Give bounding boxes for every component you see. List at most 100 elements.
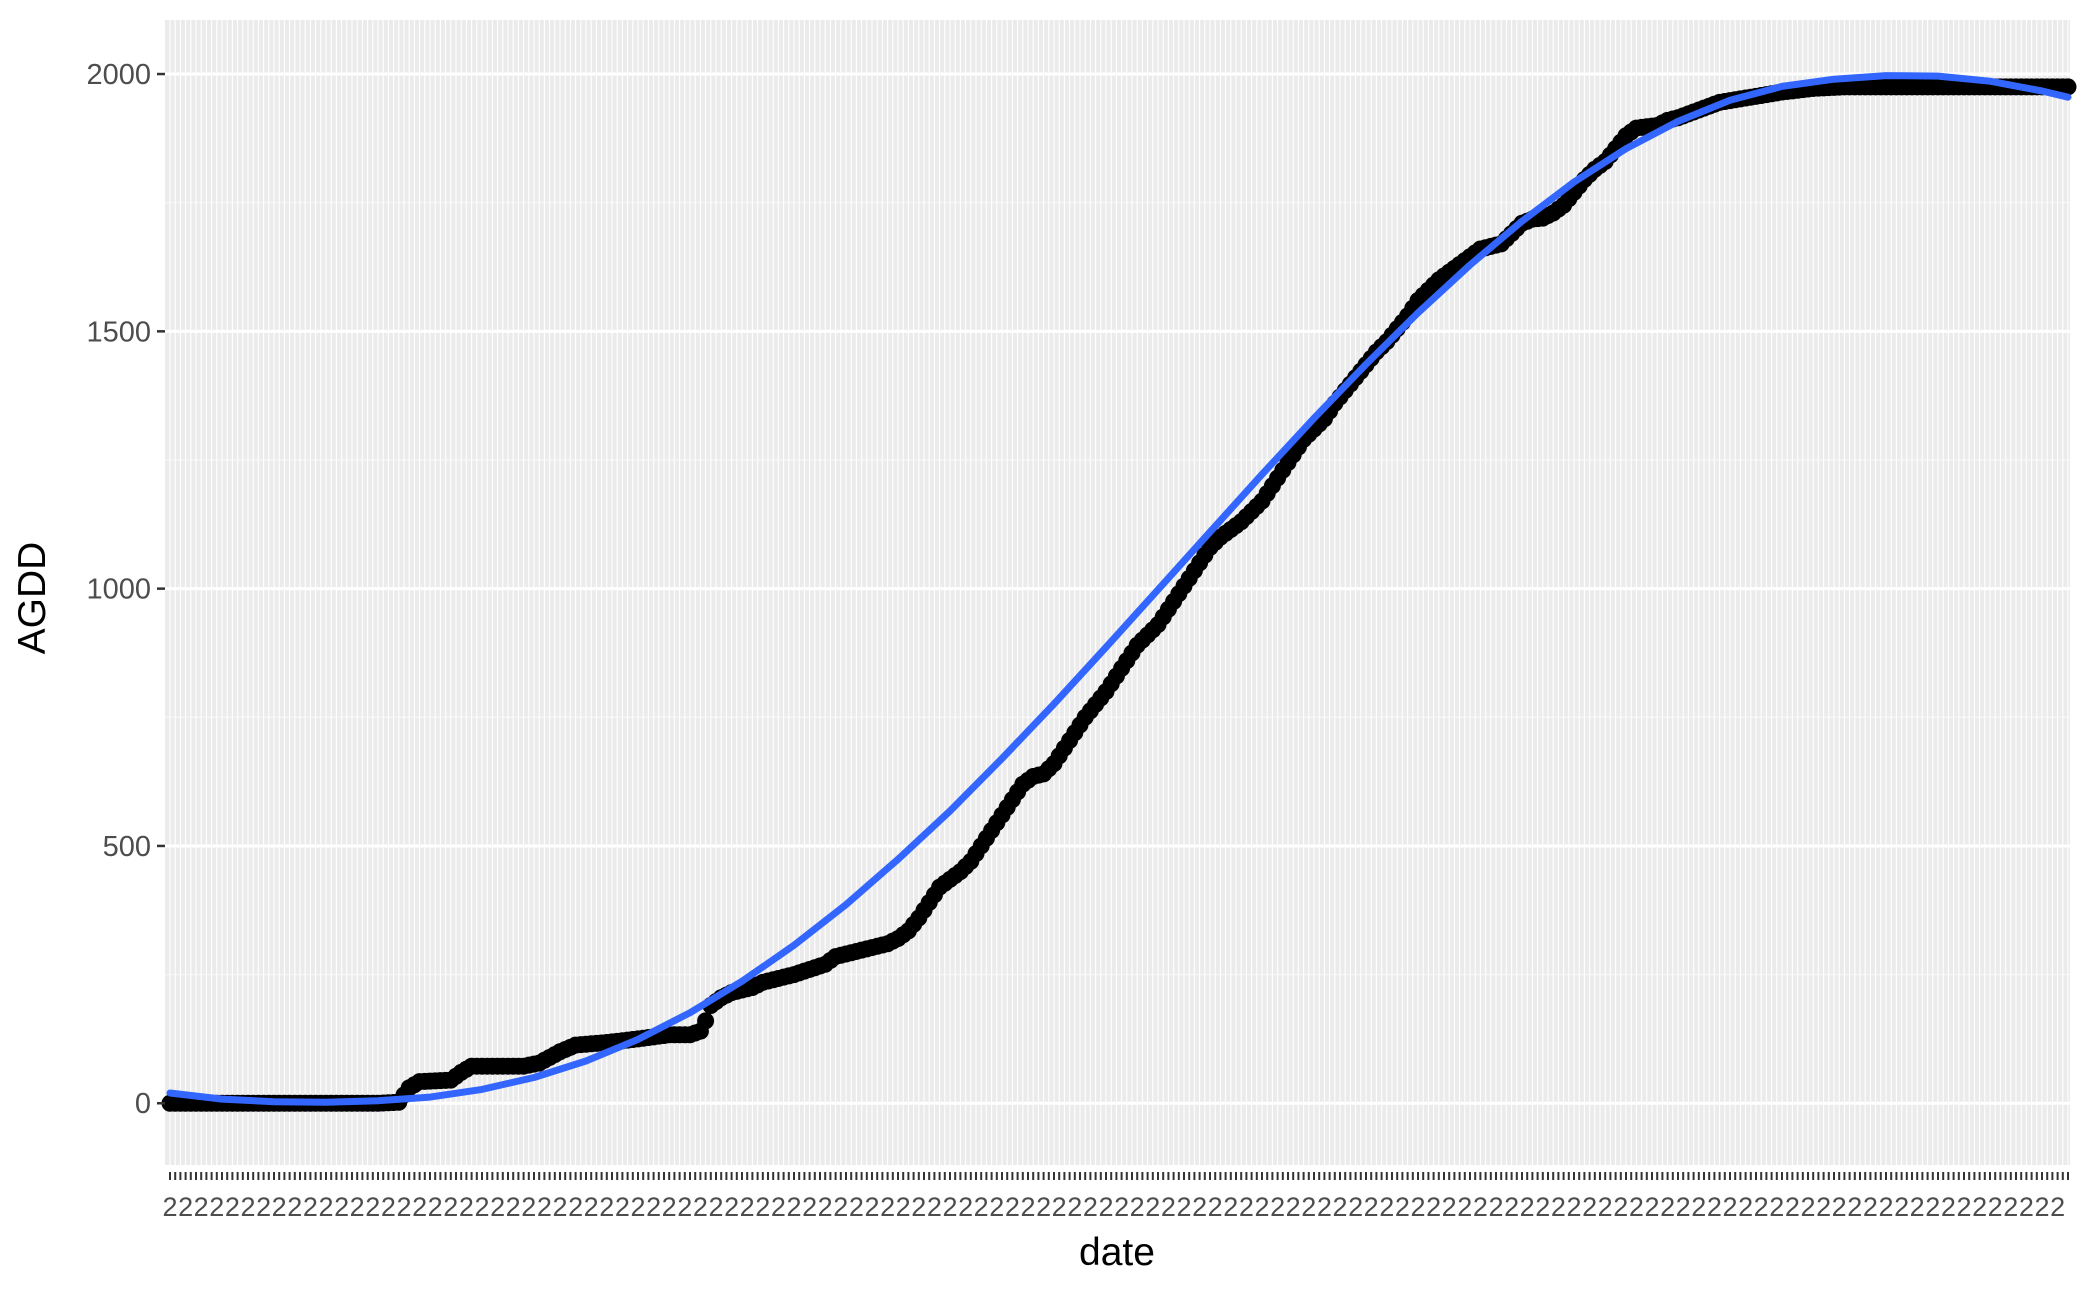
x-tick-label: 2 [693, 1192, 708, 1222]
x-tick-label: 2 [1972, 1192, 1987, 1222]
x-tick-label: 2 [1379, 1192, 1394, 1222]
x-tick-label: 2 [412, 1192, 427, 1222]
x-tick-label: 2 [240, 1192, 255, 1222]
x-tick-label: 2 [1738, 1192, 1753, 1222]
x-tick-label: 2 [1442, 1192, 1457, 1222]
y-axis-title: AGDD [11, 542, 54, 655]
x-tick-label: 2 [1566, 1192, 1581, 1222]
x-tick-label: 2 [833, 1192, 848, 1222]
x-tick-label: 2 [1270, 1192, 1285, 1222]
x-tick-label: 2 [927, 1192, 942, 1222]
x-tick-label: 2 [1488, 1192, 1503, 1222]
x-axis-title: date [1079, 1231, 1155, 1274]
x-tick-label: 2 [677, 1192, 692, 1222]
x-tick-label: 2 [334, 1192, 349, 1222]
x-tick-label: 2 [1910, 1192, 1925, 1222]
x-tick-label: 2 [662, 1192, 677, 1222]
x-tick-label: 2 [459, 1192, 474, 1222]
x-tick-label: 2 [1676, 1192, 1691, 1222]
x-tick-label: 2 [350, 1192, 365, 1222]
x-tick-label: 2 [724, 1192, 739, 1222]
x-tick-label: 2 [428, 1192, 443, 1222]
x-tick-label: 2 [1223, 1192, 1238, 1222]
x-tick-label: 2 [958, 1192, 973, 1222]
x-tick-label: 2 [1535, 1192, 1550, 1222]
x-tick-label: 2 [1504, 1192, 1519, 1222]
smooth-curve [166, 72, 2072, 1106]
x-tick-label: 2 [1847, 1192, 1862, 1222]
x-tick-label: 2 [396, 1192, 411, 1222]
x-tick-label: 2 [599, 1192, 614, 1222]
x-tick-label: 2 [786, 1192, 801, 1222]
x-tick-label: 2 [989, 1192, 1004, 1222]
x-tick-label: 2 [1816, 1192, 1831, 1222]
x-tick-label: 2 [818, 1192, 833, 1222]
x-tick-label: 2 [1863, 1192, 1878, 1222]
x-tick-label: 2 [1020, 1192, 1035, 1222]
x-tick-label: 2 [1192, 1192, 1207, 1222]
x-tick-label: 2 [755, 1192, 770, 1222]
x-tick-label: 2 [225, 1192, 240, 1222]
x-tick-label: 2 [1426, 1192, 1441, 1222]
x-tick-label: 2 [1005, 1192, 1020, 1222]
x-tick-label: 2 [287, 1192, 302, 1222]
x-tick-label: 2 [443, 1192, 458, 1222]
x-tick-label: 2 [771, 1192, 786, 1222]
y-tick-label: 0 [135, 1088, 151, 1120]
x-tick-label: 2 [1941, 1192, 1956, 1222]
x-tick-label: 2 [1083, 1192, 1098, 1222]
x-tick-label: 2 [1301, 1192, 1316, 1222]
x-tick-label: 2 [1332, 1192, 1347, 1222]
x-tick-label: 2 [521, 1192, 536, 1222]
y-tick-label: 1000 [86, 574, 151, 606]
x-tick-label: 2 [1644, 1192, 1659, 1222]
x-tick-label: 2 [802, 1192, 817, 1222]
x-tick-label: 2 [1598, 1192, 1613, 1222]
x-tick-label: 2 [1520, 1192, 1535, 1222]
x-tick-label: 2 [1395, 1192, 1410, 1222]
x-tick-label: 2 [1551, 1192, 1566, 1222]
x-tick-label: 2 [365, 1192, 380, 1222]
x-tick-label: 2 [2019, 1192, 2034, 1222]
x-tick-label: 2 [1457, 1192, 1472, 1222]
x-tick-label: 2 [1114, 1192, 1129, 1222]
x-tick-label: 2 [646, 1192, 661, 1222]
x-tick-label: 2 [381, 1192, 396, 1222]
x-tick-label: 2 [880, 1192, 895, 1222]
x-tick-label: 2 [974, 1192, 989, 1222]
x-tick-label: 2 [942, 1192, 957, 1222]
x-tick-label: 2 [568, 1192, 583, 1222]
x-tick-label: 2 [1660, 1192, 1675, 1222]
x-tick-label: 2 [1613, 1192, 1628, 1222]
x-tick-label: 2 [1878, 1192, 1893, 1222]
x-tick-label: 2 [1832, 1192, 1847, 1222]
x-tick-label: 2 [1473, 1192, 1488, 1222]
x-tick-label: 2 [2034, 1192, 2049, 1222]
x-tick-label: 2 [1067, 1192, 1082, 1222]
x-tick-label: 2 [178, 1192, 193, 1222]
x-tick-label: 2 [1130, 1192, 1145, 1222]
data-point [2059, 78, 2077, 96]
x-tick-label: 2 [162, 1192, 177, 1222]
x-tick-label: 2 [552, 1192, 567, 1222]
x-tick-label: 2 [1722, 1192, 1737, 1222]
x-tick-label: 2 [1317, 1192, 1332, 1222]
x-tick-label: 2 [1956, 1192, 1971, 1222]
x-tick-label: 2 [1364, 1192, 1379, 1222]
x-tick-label: 2 [1800, 1192, 1815, 1222]
x-tick-label: 2 [584, 1192, 599, 1222]
x-tick-label: 2 [474, 1192, 489, 1222]
x-tick-label: 2 [1286, 1192, 1301, 1222]
x-tick-label: 2 [1582, 1192, 1597, 1222]
x-tick-label: 2 [1161, 1192, 1176, 1222]
y-axis: 0 500 1000 1500 2000 [86, 59, 165, 1120]
x-tick-label: 2 [1239, 1192, 1254, 1222]
x-tick-label: 2 [896, 1192, 911, 1222]
y-tick-label: 1500 [86, 316, 151, 348]
x-tick-label: 2 [490, 1192, 505, 1222]
y-tick-label: 500 [103, 831, 151, 863]
x-tick-label: 2 [209, 1192, 224, 1222]
x-tick-label: 2 [1769, 1192, 1784, 1222]
